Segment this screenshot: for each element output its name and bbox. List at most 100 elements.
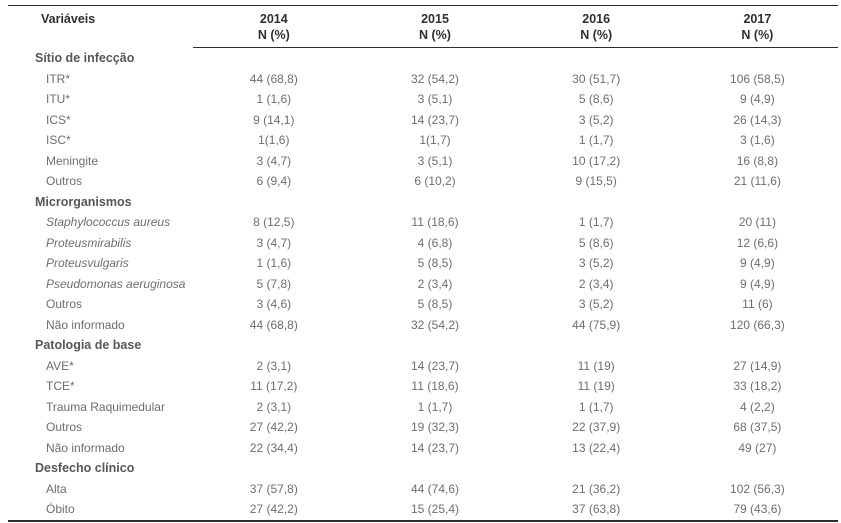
section-header-row: Patologia de base xyxy=(8,335,838,356)
row-label: ICS* xyxy=(46,112,71,127)
value-cell: 6 (10,2) xyxy=(414,174,456,188)
value-cell: 4 (6,8) xyxy=(417,235,453,250)
value-cell: 27 (42,2) xyxy=(249,420,298,434)
row-label: ISC* xyxy=(46,133,71,147)
table-row: ISC* 1(1,6) 1(1,7) 1 (1,7) 3 (1,6) xyxy=(8,130,838,151)
value-cell: 27 (42,2) xyxy=(249,502,298,516)
value-cell: 19 (32,3) xyxy=(410,420,460,434)
value-cell: 32 (54,2) xyxy=(410,317,460,332)
value-cell: 102 (56,3) xyxy=(730,481,785,496)
row-label: Outros xyxy=(46,420,83,434)
value-cell: 106 (58,5) xyxy=(730,71,785,86)
row-label: Óbito xyxy=(46,502,75,516)
column-header-2016: 2016 N (%) xyxy=(515,5,677,48)
value-cell: 1 (1,7) xyxy=(578,215,614,229)
value-cell: 22 (34,4) xyxy=(249,440,298,455)
value-cell: 5 (8,6) xyxy=(578,235,614,250)
value-cell: 79 (43,6) xyxy=(733,502,782,516)
value-cell: 3 (5,1) xyxy=(417,92,453,106)
value-cell: 9 (14,1) xyxy=(253,112,295,127)
row-label: Não informado xyxy=(46,317,125,332)
column-header-2015: 2015 N (%) xyxy=(354,5,516,48)
row-label: Proteusmirabilis xyxy=(46,235,132,250)
row-label: ITU* xyxy=(46,92,70,106)
section-header-row: Microrganismos xyxy=(8,192,838,213)
value-cell: 14 (23,7) xyxy=(410,112,460,127)
value-cell: 2 (3,1) xyxy=(256,399,292,414)
value-cell: 3 (4,7) xyxy=(256,153,292,168)
value-cell: 30 (51,7) xyxy=(572,71,621,86)
section-title: Desfecho clínico xyxy=(35,461,135,475)
value-cell: 37 (57,8) xyxy=(249,481,298,496)
table-row: Meningite 3 (4,7) 3 (5,1) 10 (17,2) 16 (8,8) xyxy=(8,151,838,172)
table-row: Proteusvulgaris 1 (1,6) 5 (8,5) 3 (5,2) 9 (4… xyxy=(8,253,838,274)
table-row: Staphylococcus aureus 8 (12,5) 11 (18,6) 1 … xyxy=(8,212,838,233)
value-cell: 1 (1,7) xyxy=(578,133,614,147)
value-cell: 9 (4,9) xyxy=(740,276,775,291)
table-row: Trauma Raquimedular 2 (3,1) 1 (1,7) 1 (1,7)… xyxy=(8,397,838,418)
value-cell: 3 (5,2) xyxy=(578,112,614,127)
year-label: 2015 xyxy=(421,12,449,26)
value-cell: 26 (14,3) xyxy=(733,112,782,127)
value-cell: 1 (1,6) xyxy=(256,92,292,106)
value-cell: 1 (1,6) xyxy=(256,256,292,270)
row-label: AVE* xyxy=(46,358,74,373)
table-header-row: Variáveis 2014 N (%) 2015 N (%) 2016 N (… xyxy=(8,5,838,48)
table-row: ITU* 1 (1,6) 3 (5,1) 5 (8,6) 9 (4,9) xyxy=(8,89,838,110)
row-label: Proteusvulgaris xyxy=(46,256,129,270)
table-row: ICS* 9 (14,1) 14 (23,7) 3 (5,2) 26 (14,3) xyxy=(8,110,838,131)
value-cell: 5 (8,5) xyxy=(417,256,453,270)
value-cell: 44 (68,8) xyxy=(249,71,298,86)
section-header-row: Desfecho clínico xyxy=(8,458,838,479)
n-percent-label: N (%) xyxy=(257,28,290,42)
value-cell: 14 (23,7) xyxy=(410,440,460,455)
value-cell: 10 (17,2) xyxy=(572,153,621,168)
value-cell: 3 (4,6) xyxy=(256,297,292,311)
row-label: TCE* xyxy=(46,379,75,393)
table-row: Outros 6 (9,4) 6 (10,2) 9 (15,5) 21 (11,6) xyxy=(8,171,838,192)
value-cell: 11 (19) xyxy=(577,358,615,373)
row-label: Outros xyxy=(46,174,83,188)
value-cell: 33 (18,2) xyxy=(733,379,782,393)
value-cell: 37 (63,8) xyxy=(572,502,621,516)
year-label: 2017 xyxy=(743,12,772,26)
value-cell: 1(1,6) xyxy=(258,133,290,147)
value-cell: 1(1,7) xyxy=(419,133,451,147)
table-body: Sítio de infecção ITR* 44 (68,8) 32 (54,2) 3… xyxy=(8,48,838,521)
value-cell: 1 (1,7) xyxy=(578,399,614,414)
value-cell: 44 (68,8) xyxy=(249,317,298,332)
value-cell: 11 (17,2) xyxy=(250,379,298,393)
n-percent-label: N (%) xyxy=(419,28,451,42)
value-cell: 8 (12,5) xyxy=(253,215,295,229)
value-cell: 15 (25,4) xyxy=(410,502,460,516)
value-cell: 6 (9,4) xyxy=(256,174,292,188)
table-row: Alta 37 (57,8) 44 (74,6) 21 (36,2) 102 (56,3… xyxy=(8,479,838,500)
value-cell: 11 (19) xyxy=(577,379,615,393)
value-cell: 3 (4,7) xyxy=(256,235,292,250)
value-cell: 5 (7,8) xyxy=(256,276,292,291)
value-cell: 11 (18,6) xyxy=(411,215,459,229)
value-cell: 68 (37,5) xyxy=(733,420,782,434)
table-row: Outros 27 (42,2) 19 (32,3) 22 (37,9) 68 (37,… xyxy=(8,417,838,438)
value-cell: 22 (37,9) xyxy=(572,420,621,434)
section-header-row: Sítio de infecção xyxy=(8,48,838,69)
value-cell: 9 (4,9) xyxy=(740,256,775,270)
value-cell: 12 (6,6) xyxy=(736,235,779,250)
table-row: TCE* 11 (17,2) 11 (18,6) 11 (19) 33 (18,2) xyxy=(8,376,838,397)
column-header-2014: 2014 N (%) xyxy=(193,5,355,48)
variables-table: Variáveis 2014 N (%) 2015 N (%) 2016 N (… xyxy=(8,5,838,522)
value-cell: 14 (23,7) xyxy=(410,358,460,373)
row-label: Staphylococcus aureus xyxy=(46,215,171,229)
n-percent-label: N (%) xyxy=(741,28,774,42)
table-row: ITR* 44 (68,8) 32 (54,2) 30 (51,7) 106 (58,5… xyxy=(8,69,838,90)
value-cell: 3 (1,6) xyxy=(740,133,775,147)
row-label: Meningite xyxy=(46,153,99,168)
value-cell: 2 (3,4) xyxy=(417,276,453,291)
value-cell: 3 (5,2) xyxy=(578,256,614,270)
table-row: Pseudomonas aeruginosa 5 (7,8) 2 (3,4) 2 (3… xyxy=(8,274,838,295)
value-cell: 44 (75,9) xyxy=(572,317,621,332)
value-cell: 120 (66,3) xyxy=(730,317,785,332)
table-row: Proteusmirabilis 3 (4,7) 4 (6,8) 5 (8,6) 12 … xyxy=(8,233,838,254)
value-cell: 3 (5,2) xyxy=(578,297,614,311)
